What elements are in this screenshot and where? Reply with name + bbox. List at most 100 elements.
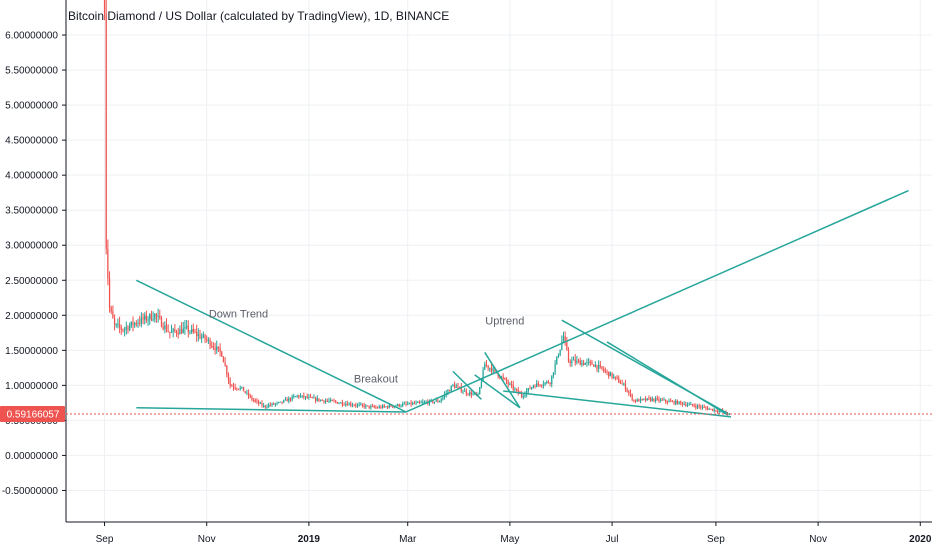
candle-body xyxy=(319,399,322,401)
candle-body xyxy=(500,376,503,378)
candle-body xyxy=(212,346,215,348)
candle-body xyxy=(289,398,292,400)
candle-body xyxy=(554,363,556,373)
candle-body xyxy=(241,386,243,388)
candle-body xyxy=(520,393,523,397)
candle-body xyxy=(450,385,452,391)
candle-body xyxy=(616,377,618,379)
candle-body xyxy=(660,399,662,401)
candle-body xyxy=(541,385,543,387)
candle-body xyxy=(330,399,332,401)
y-tick-label: 6.00000000 xyxy=(5,31,58,42)
candle-body xyxy=(512,384,514,390)
candle-body xyxy=(343,404,345,406)
candle-body xyxy=(556,356,558,364)
candle-body xyxy=(308,396,310,398)
candle-body xyxy=(294,396,297,398)
candle-body xyxy=(465,390,467,394)
candle-body xyxy=(378,406,380,408)
candle-body xyxy=(527,388,529,392)
candle-body xyxy=(134,323,136,326)
candle-body xyxy=(279,401,282,403)
candle-body xyxy=(628,391,630,394)
candle-body xyxy=(142,317,144,320)
candle-body xyxy=(237,388,240,390)
candle-body xyxy=(413,403,416,405)
candle-body xyxy=(249,396,251,398)
candle-body xyxy=(643,398,645,400)
trendline[interactable] xyxy=(474,374,521,409)
candle-body xyxy=(584,363,586,365)
candle-body xyxy=(385,406,387,408)
candle-body xyxy=(392,406,394,408)
candle-body xyxy=(586,361,588,364)
candle-body xyxy=(254,400,256,402)
candle-body xyxy=(644,398,647,401)
candle-body xyxy=(201,337,203,339)
y-tick-label: 3.50000000 xyxy=(5,206,58,217)
candle-body xyxy=(293,396,295,398)
y-tick-label: 4.50000000 xyxy=(5,136,58,147)
candle-body xyxy=(440,399,442,402)
candle-body xyxy=(110,307,112,312)
candle-body xyxy=(150,314,153,321)
trendline[interactable] xyxy=(136,279,407,413)
candle-body xyxy=(236,388,238,390)
candle-body xyxy=(291,396,293,400)
x-tick-label: 2019 xyxy=(298,534,321,545)
candle-body xyxy=(239,387,241,390)
candle-body xyxy=(192,329,194,332)
candle-body xyxy=(626,389,628,392)
candle-body xyxy=(464,390,466,392)
candle-body xyxy=(571,360,573,364)
candle-body xyxy=(274,403,277,405)
trendlines[interactable] xyxy=(136,189,909,418)
candle-body xyxy=(219,347,221,352)
annotation-label: Down Trend xyxy=(209,308,268,320)
trendline[interactable] xyxy=(136,407,407,413)
candle-body xyxy=(284,399,287,401)
candle-body xyxy=(373,406,375,408)
candle-body xyxy=(639,398,642,402)
candle-body xyxy=(504,378,506,380)
candle-body xyxy=(661,399,663,401)
candle-body xyxy=(180,329,183,334)
candle-body xyxy=(559,349,561,356)
candle-body xyxy=(663,399,665,401)
candle-body xyxy=(606,371,608,373)
candle-body xyxy=(283,400,285,403)
candle-body xyxy=(536,383,538,388)
candle-body xyxy=(365,405,367,408)
candle-body xyxy=(636,399,638,402)
trendline[interactable] xyxy=(503,390,732,418)
trendline[interactable] xyxy=(452,370,482,400)
candle-body xyxy=(502,376,504,379)
x-tick-label: Jul xyxy=(606,534,619,545)
candle-body xyxy=(515,389,518,391)
candle-body xyxy=(341,402,344,405)
candle-body xyxy=(103,0,106,14)
candle-body xyxy=(593,364,595,367)
candle-body xyxy=(433,401,436,403)
candle-body xyxy=(105,13,107,249)
candle-body xyxy=(438,401,441,403)
candle-body xyxy=(247,392,250,397)
candle-body xyxy=(435,400,437,402)
candle-body xyxy=(221,351,223,357)
candle-body xyxy=(232,386,235,388)
candle-body xyxy=(252,399,255,401)
candle-body xyxy=(492,368,494,372)
candle-body xyxy=(108,278,111,308)
candle-body xyxy=(510,383,513,385)
trendline[interactable] xyxy=(484,352,521,409)
x-tick-label: 2020 xyxy=(909,534,932,545)
candle-body xyxy=(633,399,635,401)
candle-body xyxy=(167,330,169,332)
trendline[interactable] xyxy=(405,189,909,413)
candle-body xyxy=(613,376,615,378)
candle-body xyxy=(331,399,333,401)
y-tick-label: 2.00000000 xyxy=(5,311,58,322)
trendline[interactable] xyxy=(606,341,729,416)
candle-body xyxy=(681,402,684,405)
